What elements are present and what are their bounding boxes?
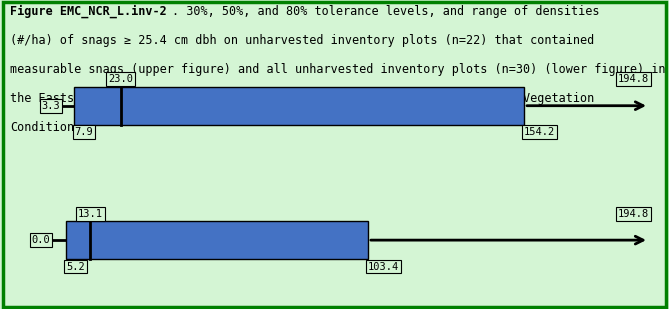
Text: 5.2: 5.2 (66, 261, 85, 272)
Bar (66, 221, 368, 259)
Text: 23.0: 23.0 (108, 74, 133, 84)
Text: 103.4: 103.4 (368, 261, 399, 272)
Text: (#/ha) of snags ≥ 25.4 cm dbh on unharvested inventory plots (n=22) that contain: (#/ha) of snags ≥ 25.4 cm dbh on unharve… (10, 34, 594, 47)
Text: . 30%, 50%, and 80% tolerance levels, and range of densities: . 30%, 50%, and 80% tolerance levels, an… (172, 5, 599, 18)
Bar (74, 87, 524, 125)
Text: 0.0: 0.0 (31, 235, 50, 245)
Text: 3.3: 3.3 (41, 101, 60, 111)
Text: 194.8: 194.8 (617, 209, 649, 219)
Text: 194.8: 194.8 (617, 74, 649, 84)
Text: 7.9: 7.9 (74, 127, 93, 137)
Text: 154.2: 154.2 (524, 127, 555, 137)
Text: Figure EMC_NCR_L.inv-2: Figure EMC_NCR_L.inv-2 (10, 5, 167, 18)
Text: measurable snags (upper figure) and all unharvested inventory plots (n=30) (lowe: measurable snags (upper figure) and all … (10, 63, 666, 76)
Text: the Eastside Mixed Conifer Forest, North Cascades/Rockies, Larger Trees Vegetati: the Eastside Mixed Conifer Forest, North… (10, 92, 594, 105)
Text: Condition.: Condition. (10, 121, 81, 134)
Text: 13.1: 13.1 (78, 209, 103, 219)
